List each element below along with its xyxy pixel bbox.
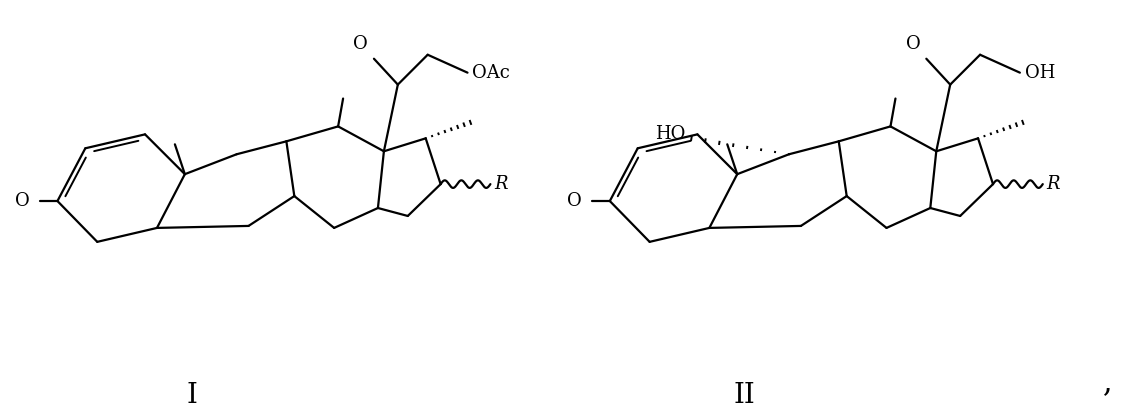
Text: II: II [733,382,755,409]
Text: O: O [567,192,582,210]
Text: R: R [494,175,508,193]
Text: O: O [905,35,920,53]
Text: OAc: OAc [472,64,510,82]
Text: OH: OH [1025,64,1055,82]
Text: O: O [15,192,30,210]
Text: I: I [187,382,197,409]
Text: O: O [353,35,368,53]
Text: ,: , [1102,367,1113,398]
Text: HO: HO [656,125,685,143]
Text: R: R [1046,175,1060,193]
